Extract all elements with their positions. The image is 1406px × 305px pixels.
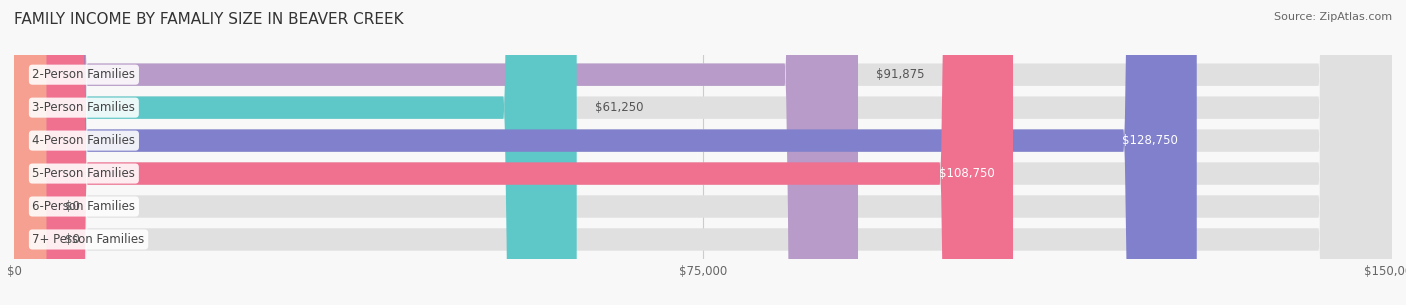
Text: $128,750: $128,750: [1122, 134, 1178, 147]
Text: $61,250: $61,250: [595, 101, 644, 114]
FancyBboxPatch shape: [14, 0, 46, 305]
Text: 2-Person Families: 2-Person Families: [32, 68, 135, 81]
Text: 3-Person Families: 3-Person Families: [32, 101, 135, 114]
FancyBboxPatch shape: [14, 0, 46, 305]
Text: $0: $0: [65, 233, 80, 246]
Text: 4-Person Families: 4-Person Families: [32, 134, 135, 147]
FancyBboxPatch shape: [14, 0, 1392, 305]
FancyBboxPatch shape: [14, 0, 858, 305]
FancyBboxPatch shape: [14, 0, 1392, 305]
Text: 7+ Person Families: 7+ Person Families: [32, 233, 145, 246]
FancyBboxPatch shape: [14, 0, 1392, 305]
FancyBboxPatch shape: [14, 0, 1392, 305]
FancyBboxPatch shape: [14, 0, 1392, 305]
FancyBboxPatch shape: [14, 0, 1197, 305]
Text: FAMILY INCOME BY FAMALIY SIZE IN BEAVER CREEK: FAMILY INCOME BY FAMALIY SIZE IN BEAVER …: [14, 12, 404, 27]
FancyBboxPatch shape: [14, 0, 576, 305]
Text: 6-Person Families: 6-Person Families: [32, 200, 135, 213]
Text: $91,875: $91,875: [876, 68, 925, 81]
FancyBboxPatch shape: [14, 0, 1012, 305]
Text: $0: $0: [65, 200, 80, 213]
FancyBboxPatch shape: [14, 0, 1392, 305]
Text: Source: ZipAtlas.com: Source: ZipAtlas.com: [1274, 12, 1392, 22]
Text: 5-Person Families: 5-Person Families: [32, 167, 135, 180]
Text: $108,750: $108,750: [939, 167, 994, 180]
